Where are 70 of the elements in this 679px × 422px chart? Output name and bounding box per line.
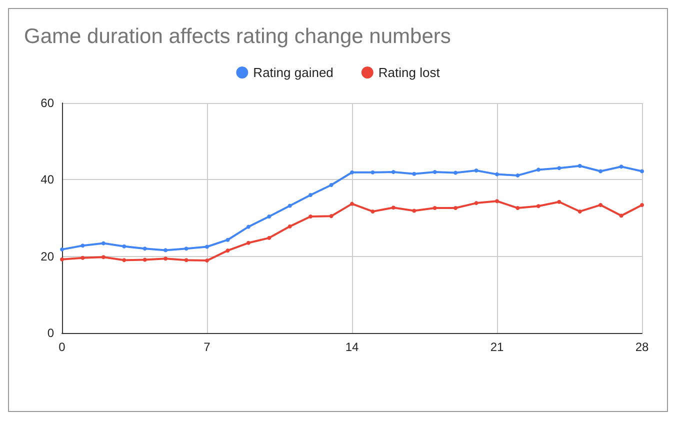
point	[598, 202, 603, 207]
point	[432, 170, 437, 174]
point	[350, 170, 354, 174]
point	[557, 166, 562, 170]
point	[308, 214, 313, 218]
point	[536, 168, 540, 172]
point	[267, 236, 272, 240]
point	[164, 248, 168, 252]
point	[516, 173, 520, 178]
y-tick-label: 20	[40, 249, 54, 264]
point	[350, 202, 354, 206]
x-tick-label: 7	[204, 340, 211, 354]
point	[598, 169, 603, 174]
point	[454, 170, 458, 175]
point	[474, 168, 478, 172]
point	[474, 201, 478, 206]
point	[640, 169, 644, 174]
y-tick-label: 60	[40, 96, 54, 110]
point	[391, 206, 396, 210]
point	[142, 258, 147, 262]
point	[101, 255, 106, 260]
point	[60, 247, 64, 252]
x-tick-label: 14	[345, 340, 359, 354]
point	[412, 208, 416, 213]
point	[205, 244, 209, 249]
point	[495, 199, 499, 204]
point	[80, 244, 85, 248]
point	[557, 200, 562, 204]
y-tick-label: 0	[47, 326, 54, 340]
point	[454, 206, 458, 210]
legend-label: Rating gained	[253, 65, 334, 80]
point	[101, 241, 106, 246]
point	[329, 214, 334, 218]
point	[246, 240, 250, 245]
point	[164, 256, 168, 261]
point	[184, 246, 188, 251]
point	[288, 224, 292, 228]
point	[267, 214, 272, 218]
point	[516, 206, 520, 210]
point	[640, 202, 644, 207]
point	[205, 258, 209, 263]
point	[246, 224, 250, 229]
point	[142, 246, 147, 251]
y-tick-label: 40	[40, 172, 54, 187]
point	[495, 172, 499, 176]
point	[308, 193, 313, 197]
point	[122, 258, 126, 262]
point	[226, 238, 230, 242]
point	[122, 244, 126, 248]
point	[329, 183, 334, 188]
point	[619, 164, 624, 169]
point	[226, 248, 230, 253]
point	[619, 214, 624, 218]
x-tick-label: 0	[58, 340, 66, 354]
point	[288, 204, 292, 208]
chart-title: Game duration affects rating change numbers	[24, 25, 451, 48]
point	[536, 204, 540, 208]
point	[60, 257, 64, 262]
point	[80, 256, 85, 260]
point	[412, 172, 416, 176]
x-tick-label: 28	[635, 340, 649, 354]
point	[184, 258, 188, 262]
point	[370, 170, 375, 174]
point	[391, 170, 396, 174]
x-tick-label: 21	[490, 340, 504, 354]
point	[370, 209, 375, 214]
point	[578, 209, 582, 214]
legend-label: Rating lost	[378, 65, 440, 80]
point	[432, 206, 437, 210]
point	[578, 164, 582, 168]
